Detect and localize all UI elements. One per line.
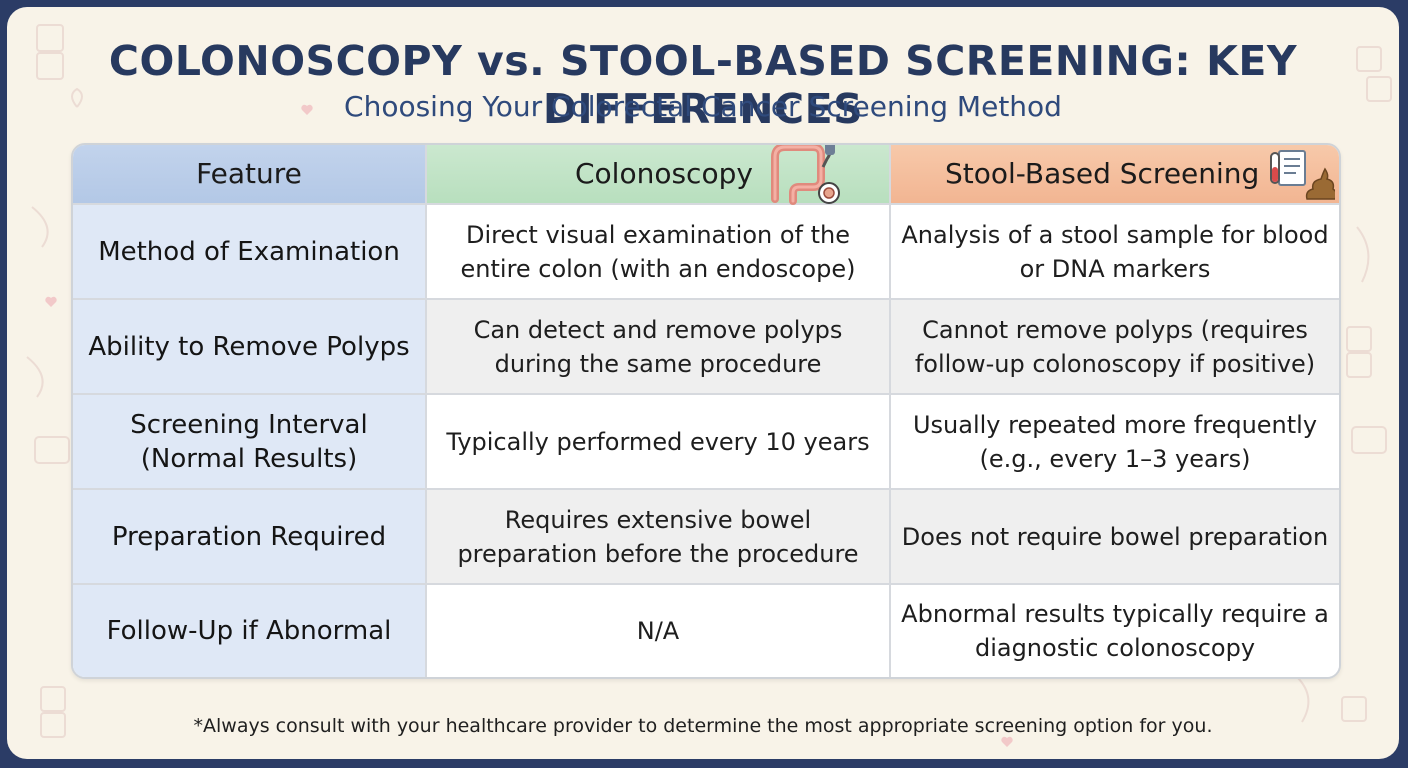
comparison-table: Feature Colonoscopy Stool-Based Screenin… (71, 143, 1341, 679)
row-feature-polyps: Ability to Remove Polyps (73, 300, 427, 395)
colonoscopy-cell: Direct visual examination of the entire … (427, 205, 891, 300)
column-header-feature: Feature (73, 145, 427, 205)
stool-cell: Analysis of a stool sample for blood or … (891, 205, 1339, 300)
colonoscopy-cell: Requires extensive bowel preparation bef… (427, 490, 891, 585)
colonoscopy-cell: Can detect and remove polyps during the … (427, 300, 891, 395)
row-feature-method: Method of Examination (73, 205, 427, 300)
colonoscopy-cell: N/A (427, 585, 891, 677)
row-feature-interval: Screening Interval (Normal Results) (73, 395, 427, 490)
stool-cell: Does not require bowel preparation (891, 490, 1339, 585)
page-title: COLONOSCOPY vs. STOOL-BASED SCREENING: K… (108, 37, 1298, 133)
colonoscopy-cell: Typically performed every 10 years (427, 395, 891, 490)
background-doodles (26, 24, 1392, 747)
row-feature-followup: Follow-Up if Abnormal (73, 585, 427, 677)
stool-cell: Abnormal results typically require a dia… (891, 585, 1339, 677)
test-tube-clipboard-stool-icon (1270, 150, 1335, 200)
infographic-card: COLONOSCOPY vs. STOOL-BASED SCREENING: K… (7, 7, 1399, 759)
column-header-colonoscopy: Colonoscopy (427, 145, 891, 205)
stool-cell: Usually repeated more frequently (e.g., … (891, 395, 1339, 490)
footnote: *Always consult with your healthcare pro… (193, 715, 1213, 737)
row-feature-preparation: Preparation Required (73, 490, 427, 585)
column-header-colonoscopy-label: Colonoscopy (575, 157, 753, 190)
stool-cell: Cannot remove polyps (requires follow-up… (891, 300, 1339, 395)
colon-endoscope-icon (771, 145, 840, 205)
column-header-feature-label: Feature (196, 157, 302, 190)
page-subtitle: Choosing Your Colorectal Cancer Screenin… (344, 90, 1062, 123)
column-header-stool: Stool-Based Screening (891, 145, 1339, 205)
column-header-stool-label: Stool-Based Screening (945, 157, 1260, 190)
